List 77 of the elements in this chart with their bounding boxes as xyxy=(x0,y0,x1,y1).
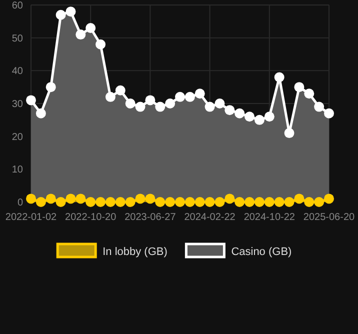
point xyxy=(56,10,66,20)
x-tick-label: 2025-06-20 xyxy=(303,212,356,223)
point xyxy=(86,22,96,33)
y-tick-label: 0 xyxy=(17,198,24,208)
point xyxy=(194,197,205,207)
x-tick-label: 2024-10-22 xyxy=(244,212,296,223)
point xyxy=(155,102,166,112)
legend-label: In lobby (GB) xyxy=(102,246,168,258)
point xyxy=(46,82,56,92)
point xyxy=(184,92,195,102)
point xyxy=(274,197,284,207)
point xyxy=(66,6,76,17)
point xyxy=(175,197,185,207)
y-tick-label: 50 xyxy=(12,33,24,44)
point xyxy=(244,112,255,122)
y-tick-label: 20 xyxy=(12,132,24,143)
x-tick-label: 2022-01-02 xyxy=(5,212,58,223)
point xyxy=(204,102,215,112)
point xyxy=(96,39,106,50)
point xyxy=(284,128,294,138)
point xyxy=(76,194,86,204)
point xyxy=(125,197,136,207)
point xyxy=(264,112,274,122)
point xyxy=(145,194,156,204)
point xyxy=(324,108,334,118)
point xyxy=(135,102,146,112)
point xyxy=(324,194,334,204)
y-tick-label: 40 xyxy=(12,66,24,78)
point xyxy=(46,194,56,204)
point xyxy=(214,197,225,207)
point xyxy=(294,194,304,204)
point xyxy=(284,197,294,207)
point xyxy=(294,82,304,92)
point xyxy=(314,197,324,207)
point xyxy=(314,102,324,112)
point xyxy=(175,92,185,102)
point xyxy=(105,92,116,102)
point xyxy=(145,95,156,106)
point xyxy=(254,114,264,125)
x-tick-label: 2023-06-27 xyxy=(124,212,176,223)
point xyxy=(36,197,46,207)
point xyxy=(194,88,205,99)
point xyxy=(125,98,136,108)
point xyxy=(26,95,36,106)
point xyxy=(86,197,96,207)
point xyxy=(36,108,46,118)
point xyxy=(66,194,76,204)
point xyxy=(244,197,255,207)
point xyxy=(224,194,235,204)
point xyxy=(76,30,86,40)
point xyxy=(56,197,66,207)
point xyxy=(115,197,126,207)
point xyxy=(165,197,176,207)
legend-label: Casino (GB) xyxy=(231,246,292,258)
point xyxy=(274,72,284,82)
point xyxy=(304,197,314,207)
point xyxy=(96,197,106,207)
x-tick-label: 2022-10-20 xyxy=(65,212,117,223)
point xyxy=(184,197,195,207)
point xyxy=(204,197,215,207)
point xyxy=(254,197,264,207)
point xyxy=(165,98,176,108)
point xyxy=(224,105,235,116)
point xyxy=(264,197,274,207)
point xyxy=(26,194,36,204)
y-tick-label: 30 xyxy=(12,99,24,110)
point xyxy=(105,197,116,207)
y-tick-label: 60 xyxy=(12,0,24,12)
point xyxy=(304,88,314,99)
point xyxy=(234,197,245,207)
point xyxy=(135,194,146,204)
point xyxy=(115,85,126,96)
point xyxy=(155,197,166,207)
x-tick-label: 2024-02-22 xyxy=(184,212,236,223)
y-tick-label: 10 xyxy=(12,164,24,176)
point xyxy=(234,108,245,118)
point xyxy=(214,98,225,108)
